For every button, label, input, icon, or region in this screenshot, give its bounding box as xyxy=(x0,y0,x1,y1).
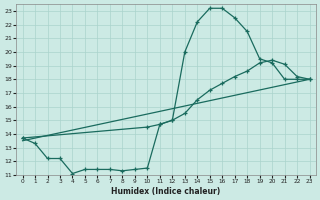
X-axis label: Humidex (Indice chaleur): Humidex (Indice chaleur) xyxy=(111,187,221,196)
